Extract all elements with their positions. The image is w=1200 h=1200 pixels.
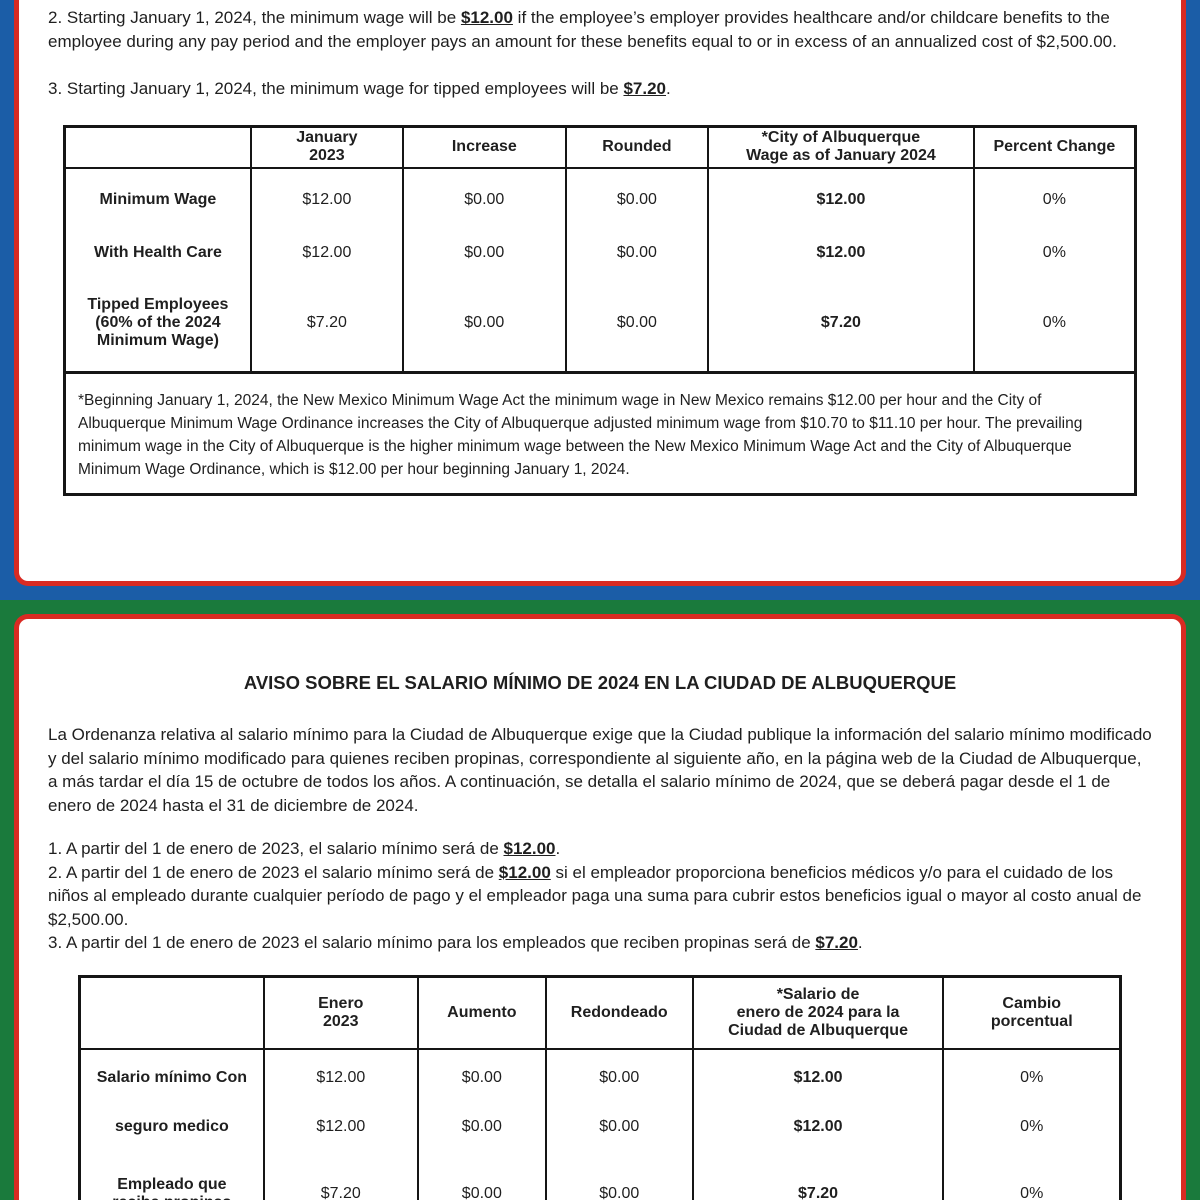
english-paragraph-item-3: 3. Starting January 1, 2024, the minimum…	[48, 77, 1152, 101]
notice-spanish-inner-panel: AVISO SOBRE EL SALARIO MÍNIMO DE 2024 EN…	[14, 614, 1186, 1200]
spanish-item-1-suffix: .	[555, 839, 561, 858]
table-footnote: *Beginning January 1, 2024, the New Mexi…	[63, 370, 1137, 495]
header-rounded: Rounded	[564, 125, 710, 169]
cell-redondeado: $0.00	[544, 1105, 694, 1149]
cell-rounded: $0.00	[564, 168, 710, 230]
table-row-with-health-care: With Health Care $12.00 $0.00 $0.00 $12.…	[63, 230, 1137, 276]
cell-percent-change: 0%	[972, 230, 1137, 276]
header-redondeado: Redondeado	[544, 975, 694, 1050]
page-title-spanish: AVISO SOBRE EL SALARIO MÍNIMO DE 2024 EN…	[243, 672, 957, 693]
cell-redondeado: $0.00	[544, 1049, 694, 1105]
row-label: Minimum Wage	[63, 168, 252, 230]
header-increase: Increase	[401, 125, 567, 169]
cell-jan-2023: $7.20	[249, 276, 404, 372]
cell-wage-2024: $12.00	[707, 230, 975, 276]
cell-cambio-porcentual: 0%	[942, 1149, 1122, 1200]
spanish-intro-paragraph: La Ordenanza relativa al salario mínimo …	[48, 725, 1152, 815]
wage-table-english: January 2023 Increase Rounded *City of A…	[63, 124, 1137, 496]
row-label: Tipped Employees (60% of the 2024 Minimu…	[63, 276, 252, 372]
notice-section-english: 2. Starting January 1, 2024, the minimum…	[0, 0, 1200, 600]
table-header-row: Enero 2023 Aumento Redondeado *Salario d…	[78, 975, 1122, 1050]
spanish-item-2-prefix: 2. A partir del 1 de enero de 2023 el sa…	[48, 862, 499, 882]
spanish-list-item-1: 1. A partir del 1 de enero de 2023, el s…	[48, 837, 1152, 861]
spanish-item-1-prefix: 1. A partir del 1 de enero de 2023, el s…	[48, 839, 504, 858]
cell-jan-2023: $12.00	[249, 230, 404, 276]
cell-aumento: $0.00	[416, 1105, 547, 1149]
cell-cambio-porcentual: 0%	[942, 1105, 1122, 1149]
notice-section-spanish: AVISO SOBRE EL SALARIO MÍNIMO DE 2024 EN…	[0, 600, 1200, 1200]
table-row-empleado-propinas: Empleado que recibe propinas $7.20 $0.00…	[78, 1149, 1122, 1200]
spanish-item-3-suffix: .	[857, 933, 863, 952]
table-header-row: January 2023 Increase Rounded *City of A…	[63, 125, 1137, 169]
row-label: Empleado que recibe propinas	[78, 1149, 265, 1200]
cell-enero-2023: $7.20	[262, 1149, 419, 1200]
spanish-item-2-amount: $12.00	[498, 862, 551, 882]
english-item-3-amount: $7.20	[623, 79, 667, 98]
header-percent-change: Percent Change	[972, 125, 1137, 169]
cell-salario-2024: $7.20	[691, 1149, 945, 1200]
cell-percent-change: 0%	[972, 276, 1137, 372]
table-row-minimum-wage: Minimum Wage $12.00 $0.00 $0.00 $12.00 0…	[63, 168, 1137, 230]
cell-rounded: $0.00	[564, 276, 710, 372]
english-item-2-suffix: if the employee’s employer provides heal…	[48, 8, 1117, 51]
cell-aumento: $0.00	[416, 1149, 547, 1200]
table-row-tipped-employees: Tipped Employees (60% of the 2024 Minimu…	[63, 276, 1137, 372]
cell-wage-2024: $7.20	[707, 276, 975, 372]
spanish-numbered-list: 1. A partir del 1 de enero de 2023, el s…	[48, 837, 1152, 955]
english-item-3-prefix: 3. Starting January 1, 2024, the minimum…	[48, 79, 624, 98]
cell-increase: $0.00	[401, 168, 567, 230]
header-blank-cell	[78, 975, 265, 1050]
notice-english-inner-panel: 2. Starting January 1, 2024, the minimum…	[14, 0, 1186, 586]
english-item-2-prefix: 2. Starting January 1, 2024, the minimum…	[48, 8, 461, 27]
cell-salario-2024: $12.00	[691, 1049, 945, 1105]
english-item-2-amount: $12.00	[460, 8, 513, 27]
header-cambio-porcentual: Cambio porcentual	[942, 975, 1122, 1050]
wage-table-spanish: Enero 2023 Aumento Redondeado *Salario d…	[78, 974, 1122, 1200]
row-label: seguro medico	[78, 1105, 265, 1149]
table-row-salario-minimo: Salario mínimo Con $12.00 $0.00 $0.00 $1…	[78, 1049, 1122, 1105]
cell-cambio-porcentual: 0%	[942, 1049, 1122, 1105]
cell-increase: $0.00	[401, 230, 567, 276]
cell-increase: $0.00	[401, 276, 567, 372]
header-january-2023: January 2023	[249, 125, 404, 169]
cell-percent-change: 0%	[972, 168, 1137, 230]
spanish-item-1-amount: $12.00	[503, 839, 556, 858]
table-row-seguro-medico: seguro medico $12.00 $0.00 $0.00 $12.00 …	[78, 1105, 1122, 1149]
cell-enero-2023: $12.00	[262, 1105, 419, 1149]
spanish-list-item-3: 3. A partir del 1 de enero de 2023 el sa…	[48, 931, 1152, 955]
header-city-wage-2024: *City of Albuquerque Wage as of January …	[707, 125, 975, 169]
cell-redondeado: $0.00	[544, 1149, 694, 1200]
cell-aumento: $0.00	[416, 1049, 547, 1105]
spanish-list-item-2: 2. A partir del 1 de enero de 2023 el sa…	[48, 861, 1152, 932]
english-paragraph-item-2: 2. Starting January 1, 2024, the minimum…	[48, 6, 1152, 53]
table-footnote-row: *Beginning January 1, 2024, the New Mexi…	[63, 370, 1137, 495]
spanish-item-2-suffix: si el empleador proporciona beneficios m…	[48, 862, 1142, 929]
cell-enero-2023: $12.00	[262, 1049, 419, 1105]
english-item-3-suffix: .	[666, 79, 671, 98]
cell-jan-2023: $12.00	[249, 168, 404, 230]
cell-salario-2024: $12.00	[691, 1105, 945, 1149]
row-label: Salario mínimo Con	[78, 1049, 265, 1105]
header-enero-2023: Enero 2023	[262, 975, 419, 1050]
cell-rounded: $0.00	[564, 230, 710, 276]
header-blank-cell	[63, 125, 252, 169]
row-label: With Health Care	[63, 230, 252, 276]
spanish-item-3-prefix: 3. A partir del 1 de enero de 2023 el sa…	[48, 933, 816, 952]
cell-wage-2024: $12.00	[707, 168, 975, 230]
spanish-item-3-amount: $7.20	[815, 933, 858, 952]
header-salario-2024: *Salario de enero de 2024 para la Ciudad…	[691, 975, 945, 1050]
header-aumento: Aumento	[416, 975, 547, 1050]
